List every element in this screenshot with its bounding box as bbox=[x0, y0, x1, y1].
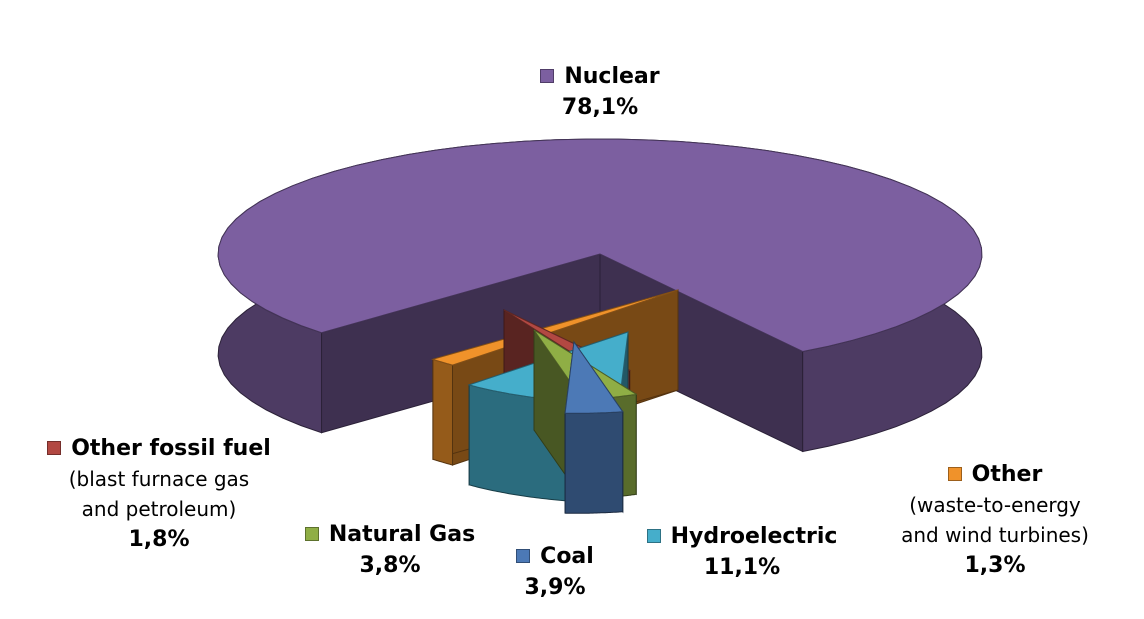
legend-swatch-coal bbox=[516, 549, 531, 563]
legend-swatch-nuclear bbox=[540, 69, 555, 83]
legend-swatch-other bbox=[947, 467, 962, 481]
label-natural-gas: Natural Gas 3,8% bbox=[278, 522, 502, 578]
label-hydroelectric: Hydroelectric 11,1% bbox=[616, 524, 868, 580]
note-other-line2: and wind turbines) bbox=[901, 523, 1089, 547]
value-label-other: 1,3% bbox=[964, 553, 1026, 578]
legend-swatch-fossil bbox=[47, 441, 62, 455]
pie-slice-nuclear bbox=[217, 138, 983, 453]
value-label-nuclear: 78,1% bbox=[561, 95, 639, 120]
label-nuclear: Nuclear 78,1% bbox=[480, 64, 720, 120]
note-fossil-line2: and petroleum) bbox=[81, 497, 237, 521]
note-fossil-line1: (blast furnace gas bbox=[68, 467, 250, 491]
label-other-fossil-fuel: Other fossil fuel (blast furnace gas and… bbox=[8, 436, 310, 552]
slice-label-hydro: Hydroelectric bbox=[670, 524, 838, 549]
legend-swatch-hydro bbox=[646, 529, 661, 543]
slice-label-fossil: Other fossil fuel bbox=[71, 436, 271, 461]
pie-slice-coal bbox=[564, 340, 624, 514]
value-label-coal: 3,9% bbox=[524, 575, 586, 600]
slice-label-coal: Coal bbox=[540, 544, 594, 569]
slice-label-other: Other bbox=[971, 462, 1043, 487]
value-label-hydro: 11,1% bbox=[703, 555, 781, 580]
label-coal: Coal 3,9% bbox=[490, 544, 620, 600]
slice-label-gas: Natural Gas bbox=[328, 522, 476, 547]
slice-label-nuclear: Nuclear bbox=[564, 64, 660, 89]
legend-swatch-gas bbox=[304, 527, 319, 541]
value-label-gas: 3,8% bbox=[359, 553, 421, 578]
value-label-fossil: 1,8% bbox=[128, 527, 190, 552]
label-other: Other (waste-to-energy and wind turbines… bbox=[870, 462, 1120, 578]
note-other-line1: (waste-to-energy bbox=[909, 493, 1081, 517]
